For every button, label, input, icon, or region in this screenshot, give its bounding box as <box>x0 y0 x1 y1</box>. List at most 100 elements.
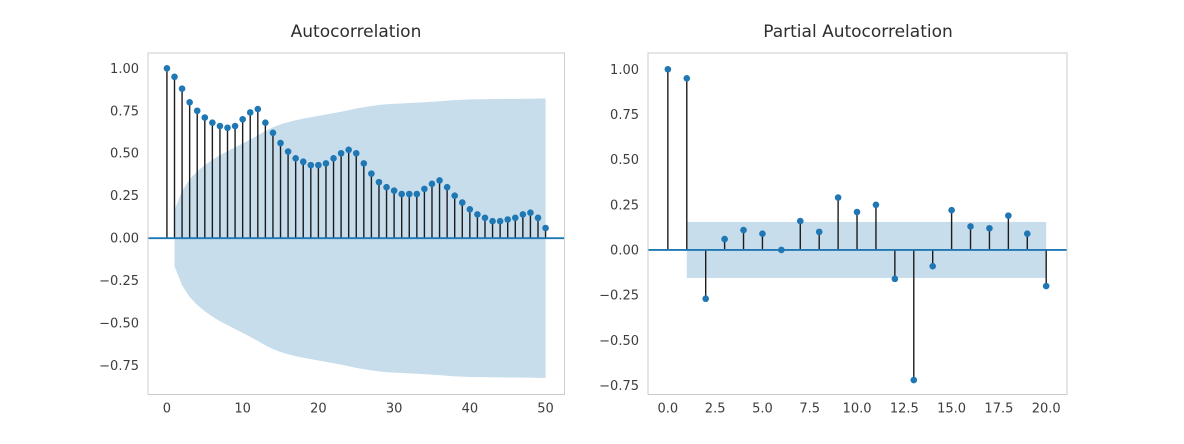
acf-data-point <box>292 155 299 162</box>
pacf-y-tick-label: −0.25 <box>599 289 639 304</box>
pacf-x-tick-label: 2.5 <box>705 402 726 417</box>
pacf-data-point <box>1023 230 1031 237</box>
pacf-y-tick-label: 0.50 <box>610 153 639 168</box>
acf-y-tick-label: −0.75 <box>99 359 139 374</box>
pacf-x-tick-label: 15.0 <box>937 402 966 417</box>
acf-data-point <box>330 155 337 162</box>
acf-x-tick-label: 30 <box>386 402 403 417</box>
acf-data-point <box>262 119 269 126</box>
acf-data-point <box>315 161 322 169</box>
acf-data-point <box>443 183 451 191</box>
acf-data-point <box>368 170 375 177</box>
pacf-x-tick-label: 0.0 <box>658 402 679 417</box>
acf-data-point <box>171 73 178 81</box>
pacf-data-point <box>910 376 918 384</box>
acf-y-tick-label: 0.75 <box>110 104 139 119</box>
acf-y-tick-label: −0.25 <box>99 274 139 289</box>
acf-data-point <box>307 161 315 169</box>
pacf-x-tick-label: 17.5 <box>984 402 1013 417</box>
pacf-data-point <box>759 230 766 237</box>
pacf-data-point <box>815 228 823 236</box>
acf-data-point <box>534 214 542 222</box>
acf-markers <box>163 64 549 232</box>
acf-data-point <box>216 122 224 130</box>
acf-data-point <box>390 187 398 194</box>
pacf-data-point <box>702 295 709 303</box>
acf-data-point <box>436 177 443 184</box>
acf-data-point <box>178 85 186 92</box>
pacf-data-point <box>1005 212 1012 219</box>
pacf-data-point <box>778 246 785 254</box>
acf-data-point <box>269 129 277 137</box>
pacf-x-tick-label: 7.5 <box>799 402 820 417</box>
acf-data-point <box>186 98 193 106</box>
acf-frame <box>147 52 565 395</box>
pacf-data-point <box>948 206 955 214</box>
pacf-title: Partial Autocorrelation <box>763 22 953 42</box>
pacf-data-point <box>967 223 974 230</box>
acf-data-point <box>421 185 428 193</box>
pacf-x-tick-label: 10.0 <box>843 402 872 417</box>
pacf-data-point <box>929 262 936 270</box>
acf-data-point <box>413 190 421 198</box>
pacf-y-tick-label: 0.75 <box>610 108 639 123</box>
acf-data-point <box>231 122 239 130</box>
acf-data-point <box>246 109 254 116</box>
pacf-markers <box>664 65 1050 384</box>
acf-data-point <box>299 158 307 166</box>
pacf-data-point <box>721 235 728 243</box>
acf-data-point <box>405 190 413 198</box>
acf-data-point <box>209 119 216 126</box>
pacf-data-point <box>796 217 804 225</box>
acf-data-point <box>163 64 171 72</box>
acf-data-point <box>481 214 489 222</box>
pacf-stems <box>667 69 1047 381</box>
pacf-frame <box>647 52 1068 395</box>
pacf-x-tick-label: 20.0 <box>1032 402 1061 417</box>
acf-data-point <box>466 206 474 213</box>
acf-data-point <box>398 190 405 198</box>
acf-x-tick-label: 0 <box>163 402 171 417</box>
pacf-x-tick-labels: 0.0 2.5 5.0 7.5 10.0 12.5 15.0 17.5 20.0 <box>658 402 1061 417</box>
acf-data-point <box>375 178 383 186</box>
acf-data-point <box>239 115 246 123</box>
acf-y-tick-label: 0.25 <box>110 189 139 204</box>
acf-stems <box>166 68 547 239</box>
acf-data-point <box>345 146 352 154</box>
pacf-x-tick-label: 5.0 <box>752 402 773 417</box>
acf-data-point <box>277 139 284 147</box>
pacf-data-point <box>986 224 993 232</box>
acf-x-tick-label: 10 <box>234 402 251 417</box>
acf-data-point <box>337 149 345 157</box>
pacf-data-point <box>664 65 672 73</box>
acf-x-tick-label: 20 <box>310 402 327 417</box>
acf-title: Autocorrelation <box>290 22 422 42</box>
acf-data-point <box>458 199 466 206</box>
acf-data-point <box>322 160 330 167</box>
acf-data-point <box>489 217 496 225</box>
pacf-axes: 0.0 2.5 5.0 7.5 10.0 12.5 15.0 17.5 20.0 1.00 0.75… <box>599 52 1068 417</box>
acf-data-point <box>519 211 527 218</box>
pacf-y-tick-labels: 1.00 0.75 0.50 0.25 0.00 −0.25 −0.50 −0.75 <box>599 63 639 394</box>
pacf-data-point <box>1042 282 1050 290</box>
acf-data-point <box>254 105 262 113</box>
acf-y-tick-label: 0.00 <box>110 232 139 247</box>
pacf-y-tick-label: 0.25 <box>610 198 639 213</box>
pacf-data-point <box>853 208 861 216</box>
pacf-data-point <box>683 74 691 82</box>
acf-axes: 0 10 20 30 40 50 1.00 0.75 0.50 0.25 0.00 −0.25 −0.5… <box>99 52 565 417</box>
acf-y-tick-label: 0.50 <box>110 147 139 162</box>
acf-data-point <box>511 214 519 222</box>
acf-data-point <box>527 209 534 217</box>
acf-data-point <box>496 217 504 225</box>
acf-y-tick-labels: 1.00 0.75 0.50 0.25 0.00 −0.25 −0.50 −0.75 <box>99 62 139 374</box>
acf-data-point <box>284 148 292 155</box>
pacf-y-tick-label: 0.00 <box>610 243 639 258</box>
acf-data-point <box>201 114 209 121</box>
acf-data-point <box>428 180 436 188</box>
pacf-data-point <box>834 194 842 201</box>
acf-data-point <box>193 107 201 115</box>
acf-data-point <box>451 192 458 200</box>
